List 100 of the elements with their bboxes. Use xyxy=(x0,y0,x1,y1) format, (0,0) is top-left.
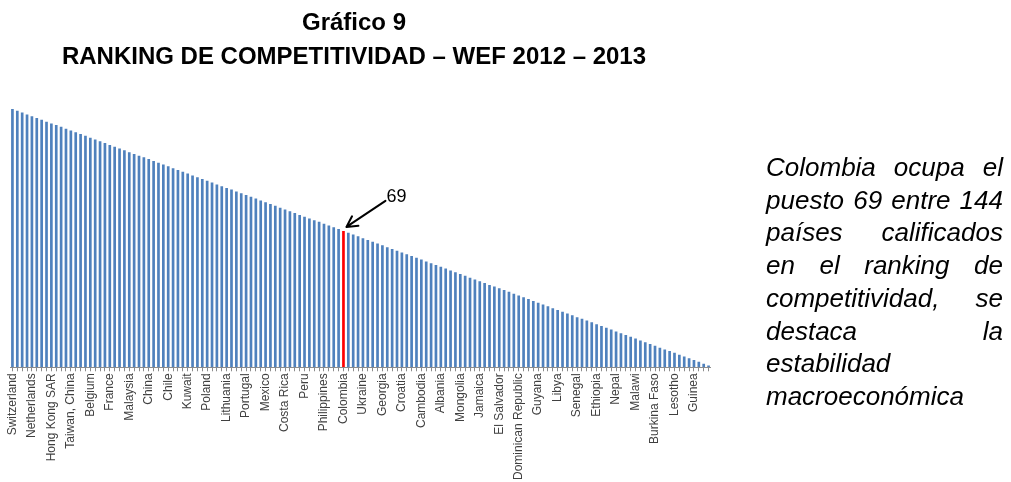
bar xyxy=(200,179,204,368)
x-tick-label: Libya xyxy=(549,372,564,402)
bar xyxy=(531,300,535,368)
bar xyxy=(278,207,282,368)
bar xyxy=(35,118,39,368)
bar xyxy=(566,313,569,368)
bar xyxy=(605,327,608,368)
bar xyxy=(561,311,564,368)
bar xyxy=(634,338,637,368)
bar xyxy=(624,335,628,368)
bar xyxy=(273,205,277,368)
bar xyxy=(376,243,379,368)
bar xyxy=(157,162,160,368)
bar xyxy=(93,139,97,368)
bar xyxy=(682,356,686,368)
x-tick-label: Peru xyxy=(296,373,311,399)
bar xyxy=(444,268,448,368)
bar xyxy=(493,286,496,368)
bar xyxy=(439,266,443,368)
x-tick-label: Philippines xyxy=(316,373,331,432)
bar xyxy=(342,230,345,368)
bar xyxy=(45,121,48,368)
x-tick-label: Netherlands xyxy=(24,373,39,438)
x-tick-label: Poland xyxy=(199,373,214,411)
x-tick-label: Georgia xyxy=(374,372,389,416)
bar xyxy=(239,193,243,368)
x-tick-label: Colombia xyxy=(335,372,350,424)
bar xyxy=(293,213,297,368)
bar xyxy=(337,229,340,368)
bar xyxy=(663,349,667,368)
x-tick-label: Lesotho xyxy=(666,372,681,416)
bar xyxy=(415,257,418,368)
x-tick-label: El Salvador xyxy=(491,373,506,435)
text: Colombia ocupa el puesto 69 entre 144 países calificados en el ranking de competitividad, se destaca la estabilidad macroeconómica xyxy=(766,151,1003,413)
bar xyxy=(600,325,603,368)
chart-subtitle: RANKING DE COMPETITIVIDAD – WEF 2012 – 2013 xyxy=(60,42,648,70)
x-tick-label: Lithuania xyxy=(218,372,233,422)
bar xyxy=(254,198,258,368)
bar xyxy=(298,214,301,368)
x-tick-label: Jamaica xyxy=(472,372,487,418)
bar xyxy=(346,232,350,368)
bar xyxy=(20,112,24,368)
bar xyxy=(639,340,642,368)
bar xyxy=(702,363,706,368)
x-tick-label: Chile xyxy=(160,372,175,401)
x-tick-label: Cambodia xyxy=(413,372,428,428)
bar xyxy=(74,132,78,368)
bar xyxy=(424,261,428,368)
bar xyxy=(517,295,521,368)
bar xyxy=(551,308,555,368)
bar xyxy=(522,297,525,368)
bar xyxy=(113,146,116,368)
bar xyxy=(127,152,131,368)
x-tick-label: Mongolia xyxy=(452,372,467,422)
bar xyxy=(181,171,185,368)
bar xyxy=(108,144,112,368)
annotation: 69 xyxy=(386,185,407,206)
bar xyxy=(303,216,306,368)
bar xyxy=(570,315,574,368)
x-tick-label: Kuwait xyxy=(180,372,194,410)
bar xyxy=(147,159,151,368)
x-tick-label: Senegal xyxy=(569,373,584,418)
bar xyxy=(152,160,155,368)
x-tick-label: Ethiopia xyxy=(588,372,603,417)
x-tick-label: Costa Rica xyxy=(277,372,292,432)
bar xyxy=(162,164,165,368)
bar xyxy=(166,166,170,368)
bar xyxy=(50,123,53,368)
bar xyxy=(312,220,316,368)
x-tick-label: Ukraine xyxy=(355,372,370,415)
bar xyxy=(79,134,82,368)
x-tick-label: Albania xyxy=(433,372,448,414)
bar xyxy=(269,204,272,368)
bar xyxy=(118,148,121,368)
x-tick-label: Belgium xyxy=(82,373,97,417)
chart-title: Gráfico 9 xyxy=(300,8,407,36)
bar xyxy=(264,202,267,368)
bar xyxy=(366,239,370,368)
bar xyxy=(697,361,701,368)
bar xyxy=(191,175,194,368)
bar xyxy=(11,109,14,368)
x-tick-label: Burkina Faso xyxy=(647,372,662,444)
bar xyxy=(332,227,336,368)
x-tick-label: France xyxy=(102,372,117,411)
bar xyxy=(410,255,413,368)
bar xyxy=(478,281,482,368)
bar xyxy=(483,283,486,368)
bar xyxy=(385,247,389,368)
bar xyxy=(259,200,263,368)
x-tick-label: Nepal xyxy=(608,373,623,405)
bar xyxy=(590,322,594,368)
bar xyxy=(123,150,126,368)
x-tick-label: Malaysia xyxy=(121,372,136,421)
bar xyxy=(351,234,355,368)
bar xyxy=(673,352,676,368)
bar xyxy=(230,189,233,368)
bar xyxy=(678,354,681,368)
bar xyxy=(186,173,190,368)
bar xyxy=(458,274,462,368)
bar xyxy=(220,186,224,368)
